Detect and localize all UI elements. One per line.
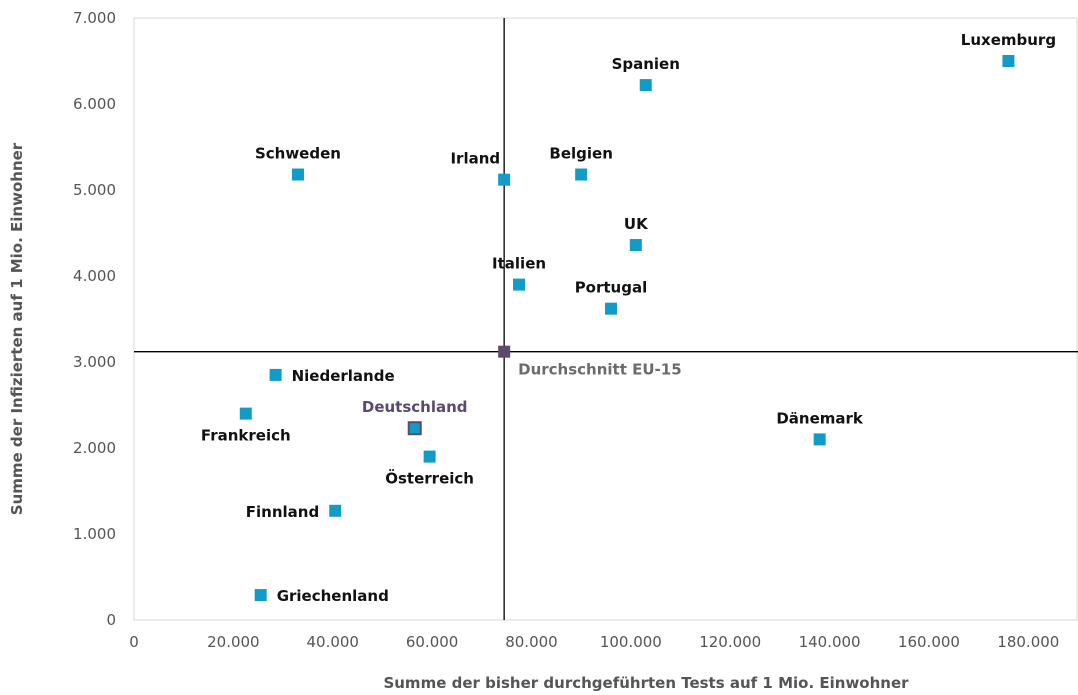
point-label: Finnland xyxy=(246,503,319,521)
y-tick-label: 4.000 xyxy=(73,267,116,285)
point-label: Schweden xyxy=(255,145,341,163)
data-point xyxy=(329,504,342,517)
y-tick-label: 6.000 xyxy=(73,95,116,113)
point-label: Italien xyxy=(492,255,546,273)
data-point xyxy=(407,421,422,436)
point-label: Niederlande xyxy=(292,367,395,385)
data-points xyxy=(239,55,1015,602)
x-tick-label: 0 xyxy=(129,633,139,651)
data-point xyxy=(1002,55,1015,67)
x-tick-label: 40.000 xyxy=(306,633,359,651)
data-point xyxy=(498,345,511,358)
x-tick-label: 80.000 xyxy=(505,633,558,651)
x-tick-label: 180.000 xyxy=(997,633,1059,651)
x-axis-title: Summe der bisher durchgeführten Tests au… xyxy=(383,674,909,692)
y-tick-label: 1.000 xyxy=(73,525,116,543)
point-label: Österreich xyxy=(385,469,474,488)
data-point xyxy=(575,168,588,181)
point-label: Deutschland xyxy=(362,398,468,416)
data-point xyxy=(604,302,617,315)
y-tick-label: 0 xyxy=(106,611,116,629)
point-label: Durchschnitt EU-15 xyxy=(518,361,682,379)
y-tick-label: 3.000 xyxy=(73,353,116,371)
point-label: Dänemark xyxy=(776,409,864,427)
data-point xyxy=(254,589,267,602)
point-label: Belgien xyxy=(549,145,612,163)
y-axis-title: Summe der Infizierten auf 1 Mio. Einwohn… xyxy=(8,142,26,515)
y-tick-label: 5.000 xyxy=(73,181,116,199)
y-axis-ticks: 0 1.000 2.000 3.000 4.000 5.000 6.000 7.000 xyxy=(73,9,116,629)
point-label: UK xyxy=(624,215,649,233)
y-tick-label: 2.000 xyxy=(73,439,116,457)
x-tick-label: 60.000 xyxy=(406,633,459,651)
x-tick-label: 140.000 xyxy=(799,633,861,651)
data-point xyxy=(629,239,642,252)
point-label: Irland xyxy=(450,150,500,168)
x-tick-label: 100.000 xyxy=(600,633,662,651)
data-point xyxy=(423,450,436,463)
data-point xyxy=(269,368,282,381)
data-point xyxy=(513,278,526,291)
data-point xyxy=(498,173,511,186)
reference-lines xyxy=(134,18,1078,620)
plot-border xyxy=(133,17,1078,621)
data-point xyxy=(813,433,826,446)
point-label: Frankreich xyxy=(201,427,291,445)
point-label: Spanien xyxy=(612,55,680,73)
point-label: Griechenland xyxy=(277,587,389,605)
data-point xyxy=(291,168,304,181)
x-tick-label: 120.000 xyxy=(699,633,761,651)
y-tick-label: 7.000 xyxy=(73,9,116,27)
x-tick-label: 160.000 xyxy=(898,633,960,651)
x-axis-ticks: 0 20.000 40.000 60.000 80.000 100.000 120.000 1… xyxy=(129,633,1059,651)
point-label: Luxemburg xyxy=(961,31,1056,49)
point-labels: Luxemburg Spanien Schweden Irland Belgien UK I… xyxy=(201,31,1056,605)
x-tick-label: 20.000 xyxy=(207,633,260,651)
data-point xyxy=(639,79,652,92)
plot-area xyxy=(133,17,1078,621)
data-point xyxy=(239,407,252,420)
point-label: Portugal xyxy=(575,279,648,297)
